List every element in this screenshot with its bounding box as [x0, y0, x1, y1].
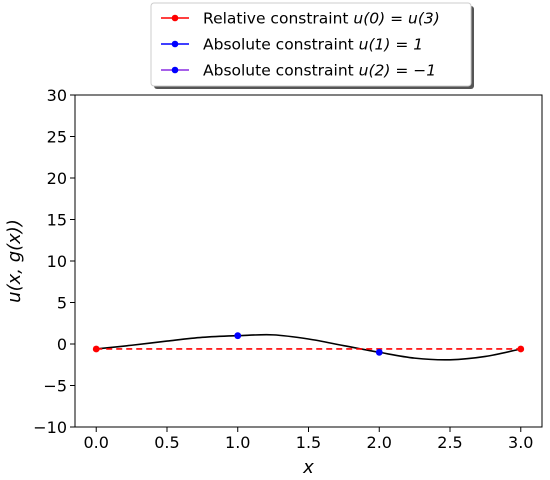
constraint-point-2-0	[375, 348, 383, 356]
y-tick-label: −5	[43, 377, 67, 396]
legend-label-1: Absolute constraint u(1) = 1	[203, 36, 423, 54]
legend-box	[150, 2, 472, 87]
x-tick-label: 1.5	[296, 433, 321, 452]
x-tick-label: 0.0	[84, 433, 109, 452]
legend-label-prefix: Absolute constraint	[203, 62, 359, 80]
y-tick-label: −10	[33, 418, 67, 437]
legend-label-2: Absolute constraint u(2) = −1	[203, 62, 436, 80]
plot-frame	[74, 94, 543, 428]
legend-label-prefix: Absolute constraint	[203, 36, 359, 54]
constraint-point-1-0	[234, 332, 242, 340]
legend-marker-2	[171, 66, 179, 74]
legend-label-expression: u(0) = u(3)	[353, 10, 439, 28]
y-tick-label: 15	[47, 211, 67, 230]
legend-marker-1	[171, 40, 179, 48]
legend-label-expression: u(2) = −1	[359, 62, 436, 80]
x-tick-label: 3.0	[508, 433, 533, 452]
x-axis-label: x	[302, 457, 314, 478]
constraint-point-0-0	[92, 345, 100, 353]
y-axis-label: u(x, g(x))	[4, 219, 25, 303]
x-tick-label: 1.0	[225, 433, 250, 452]
x-tick-label: 2.0	[367, 433, 392, 452]
y-tick-label: 0	[57, 335, 67, 354]
y-tick-label: 30	[47, 86, 67, 105]
axes-layer: 0.0 0.5 1.0 1.5 2.0 2.5 3.0 −10 −5 0 5 10 15 20 25 30 x u…	[4, 86, 543, 478]
y-tick-label: 25	[47, 128, 67, 147]
legend: Relative constraint u(0) = u(3) Absolute …	[150, 2, 474, 89]
legend-label-prefix: Relative constraint	[203, 10, 353, 28]
x-tick-label: 0.5	[154, 433, 179, 452]
legend-marker-0	[171, 14, 179, 22]
plot-layer	[92, 332, 525, 361]
x-tick-label: 2.5	[437, 433, 462, 452]
y-tick-label: 20	[47, 169, 67, 188]
legend-label-expression: u(1) = 1	[359, 36, 423, 54]
y-tick-label: 10	[47, 252, 67, 271]
solution-curve	[96, 333, 521, 361]
legend-label-0: Relative constraint u(0) = u(3)	[203, 10, 440, 28]
constraint-point-0-1	[517, 345, 525, 353]
y-tick-label: 5	[57, 294, 67, 313]
